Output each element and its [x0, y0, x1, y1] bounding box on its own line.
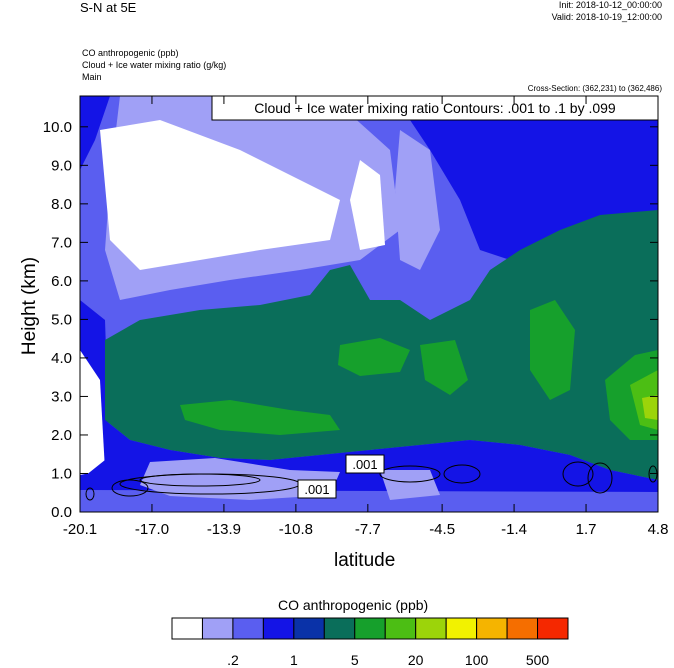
field-dark-blue-left-top: [80, 96, 110, 170]
colorbar-swatch-7: [384, 617, 417, 640]
field-white-notch: [350, 160, 385, 250]
colorbar-swatch-12: [537, 617, 569, 640]
x-tick-label-3: -10.8: [279, 521, 313, 538]
y-tick-label-9: 9.0: [51, 157, 72, 174]
field-white-lowleft: [80, 350, 105, 475]
colorbar-swatch-11: [506, 617, 539, 640]
field-light-low-2: [380, 470, 440, 500]
contour-6: [562, 461, 594, 487]
colorbar-label-4: 100: [465, 652, 489, 668]
contour-2: [139, 473, 261, 487]
y-tick-label-6: 6.0: [51, 273, 72, 290]
colorbar: .2 1 5 20 100 500: [171, 617, 569, 668]
colorbar-label-0: .2: [227, 652, 239, 668]
subtitle-field-3: Main: [82, 72, 102, 82]
x-axis: -20.1 -17.0 -13.9 -10.8 -7.7 -4.5 -1.4 1.7 4.8: [63, 96, 669, 538]
y-tick-label-3: 3.0: [51, 388, 72, 405]
y-axis: 0.0 1.0 2.0 3.0 4.0 5.0 6.0 7.0 8.0 9.0 10.0: [43, 119, 658, 521]
x-tick-label-6: -1.4: [501, 521, 527, 538]
field-light-low-1: [140, 458, 340, 500]
y-axis-label: Height (km): [19, 256, 40, 356]
field-light-blue-mid: [395, 130, 440, 270]
x-tick-label-4: -7.7: [355, 521, 381, 538]
field-green-1: [180, 400, 340, 435]
y-tick-label-5: 5.0: [51, 311, 72, 328]
field-green-3: [420, 340, 468, 395]
colorbar-label-2: 5: [351, 652, 359, 668]
field-green-4: [530, 300, 575, 400]
x-tick-label-5: -4.5: [429, 521, 455, 538]
y-tick-label-4: 4.0: [51, 350, 72, 367]
cross-section-label: Cross-Section: (362,231) to (362,486): [527, 84, 662, 93]
y-tick-label-7: 7.0: [51, 234, 72, 251]
x-axis-label: latitude: [334, 550, 396, 571]
colorbar-label-3: 20: [408, 652, 424, 668]
subtitle-field-2: Cloud + Ice water mixing ratio (g/kg): [82, 60, 227, 70]
colorbar-label-1: 1: [290, 652, 298, 668]
x-tick-label-0: -20.1: [63, 521, 97, 538]
colorbar-swatch-6: [354, 617, 386, 640]
contour-7: [587, 462, 613, 494]
y-tick-label-10: 10.0: [43, 119, 72, 136]
y-tick-label-2: 2.0: [51, 427, 72, 444]
colorbar-swatch-3: [262, 617, 295, 640]
contour-4: [379, 465, 441, 483]
y-tick-label-1: 1.0: [51, 465, 72, 482]
x-tick-label-7: 1.7: [576, 521, 597, 538]
colorbar-swatch-5: [323, 617, 356, 640]
field-white-upper: [100, 120, 340, 270]
valid-time: Valid: 2018-10-19_12:00:00: [551, 12, 662, 22]
colorbar-label-5: 500: [526, 652, 550, 668]
colorbar-swatch-1: [201, 617, 234, 640]
x-tick-label-2: -13.9: [207, 521, 241, 538]
contour-title-box: [211, 95, 659, 121]
x-tick-label-8: 4.8: [648, 521, 669, 538]
contour-label-1: .001: [352, 457, 377, 472]
main-title: S-N at 5E: [80, 0, 137, 15]
init-time: Init: 2018-10-12_00:00:00: [558, 0, 662, 10]
contour-3: [111, 479, 149, 497]
contour-label-box-1: [345, 454, 385, 474]
y-tick-label-0: 0.0: [51, 504, 72, 521]
colorbar-swatch-0: [171, 617, 203, 640]
contour-8: [85, 487, 95, 501]
contour-label-box-2: [297, 479, 337, 499]
colorbar-swatch-4: [293, 617, 325, 640]
colorbar-swatch-10: [476, 617, 508, 640]
contour-label-2: .001: [304, 482, 329, 497]
field-green-2: [338, 338, 410, 376]
colorbar-title: CO anthropogenic (ppb): [278, 597, 429, 613]
x-tick-label-1: -17.0: [135, 521, 169, 538]
contour-9: [648, 465, 658, 483]
subtitle-field-1: CO anthropogenic (ppb): [82, 48, 179, 58]
colorbar-swatch-9: [445, 617, 478, 640]
colorbar-swatch-2: [232, 617, 264, 640]
y-tick-label-8: 8.0: [51, 196, 72, 213]
contour-title: Cloud + Ice water mixing ratio Contours:…: [254, 100, 616, 116]
heatmap-field: [80, 96, 658, 512]
colorbar-swatch-8: [415, 617, 447, 640]
field-yellowgreen-right: [642, 395, 658, 420]
contour-5: [443, 464, 481, 484]
